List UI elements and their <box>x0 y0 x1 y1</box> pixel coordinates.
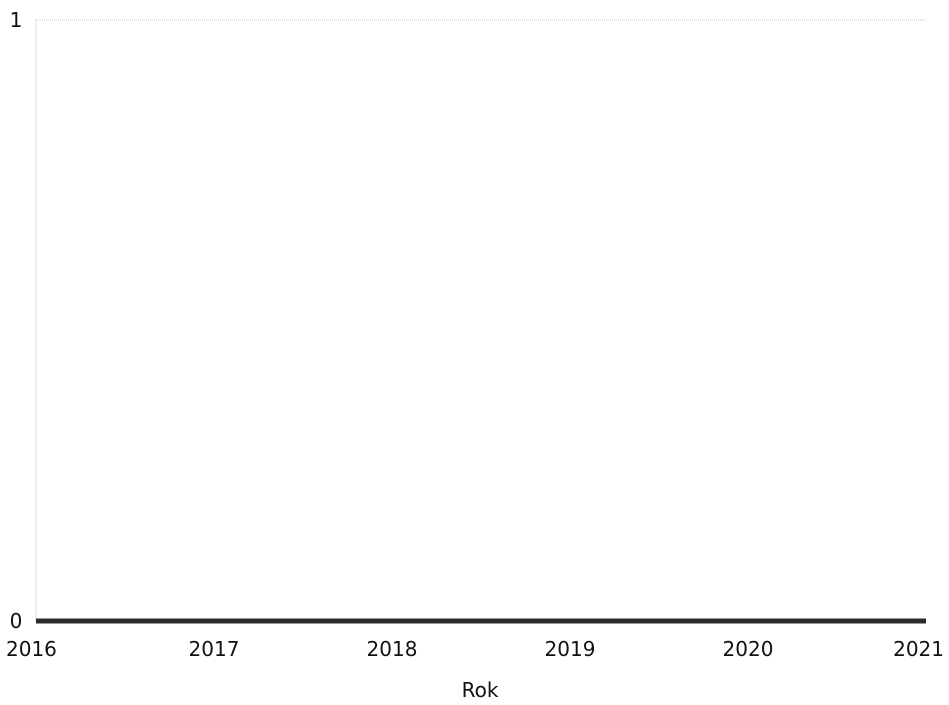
y-tick-label-1: 1 <box>10 8 23 32</box>
plot-frame <box>35 19 926 621</box>
x-tick-label-2017: 2017 <box>189 637 240 661</box>
x-tick-label-2016: 2016 <box>6 637 57 661</box>
tick-labels: 2016 2017 2018 2019 2020 2021 0 1 <box>6 8 944 661</box>
x-tick-label-2021: 2021 <box>893 637 944 661</box>
x-tick-label-2019: 2019 <box>545 637 596 661</box>
x-tick-label-2020: 2020 <box>723 637 774 661</box>
y-tick-label-0: 0 <box>10 609 23 633</box>
x-axis-label: Rok <box>462 678 499 701</box>
x-tick-label-2018: 2018 <box>367 637 418 661</box>
